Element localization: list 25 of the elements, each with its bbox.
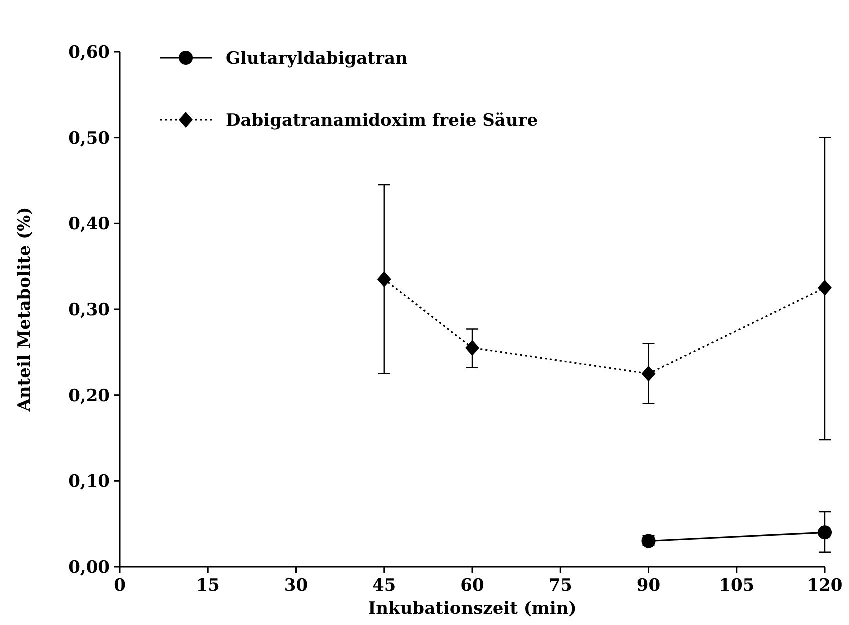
x-tick-label: 60: [460, 576, 484, 596]
y-tick-label: 0,60: [68, 43, 110, 63]
point: [818, 526, 832, 540]
point: [642, 366, 656, 382]
y-tick-label: 0,50: [68, 128, 110, 149]
y-axis-title: Anteil Metabolite (%): [15, 207, 35, 413]
x-tick-label: 15: [196, 576, 220, 596]
y-tick-label: 0,00: [68, 558, 110, 578]
x-tick-label: 105: [719, 576, 755, 596]
x-tick-label: 90: [636, 576, 661, 596]
y-tick-label: 0,20: [68, 386, 110, 406]
point: [377, 271, 392, 288]
y-tick-label: 0,10: [68, 472, 110, 492]
x-tick-label: 120: [807, 576, 843, 596]
y-tick-label: 0,30: [68, 300, 110, 320]
point: [466, 340, 480, 356]
x-tick-label: 75: [548, 576, 572, 596]
x-tick-label: 0: [114, 576, 126, 596]
legend-label: Glutaryldabigatran: [226, 49, 408, 69]
legend-label: Dabigatranamidoxim freie Säure: [226, 111, 538, 131]
y-tick-label: 0,40: [68, 214, 110, 235]
x-tick-label: 45: [372, 576, 396, 596]
point: [818, 280, 832, 296]
x-tick-label: 30: [284, 576, 308, 596]
x-axis-title: Inkubationszeit (min): [368, 599, 577, 619]
